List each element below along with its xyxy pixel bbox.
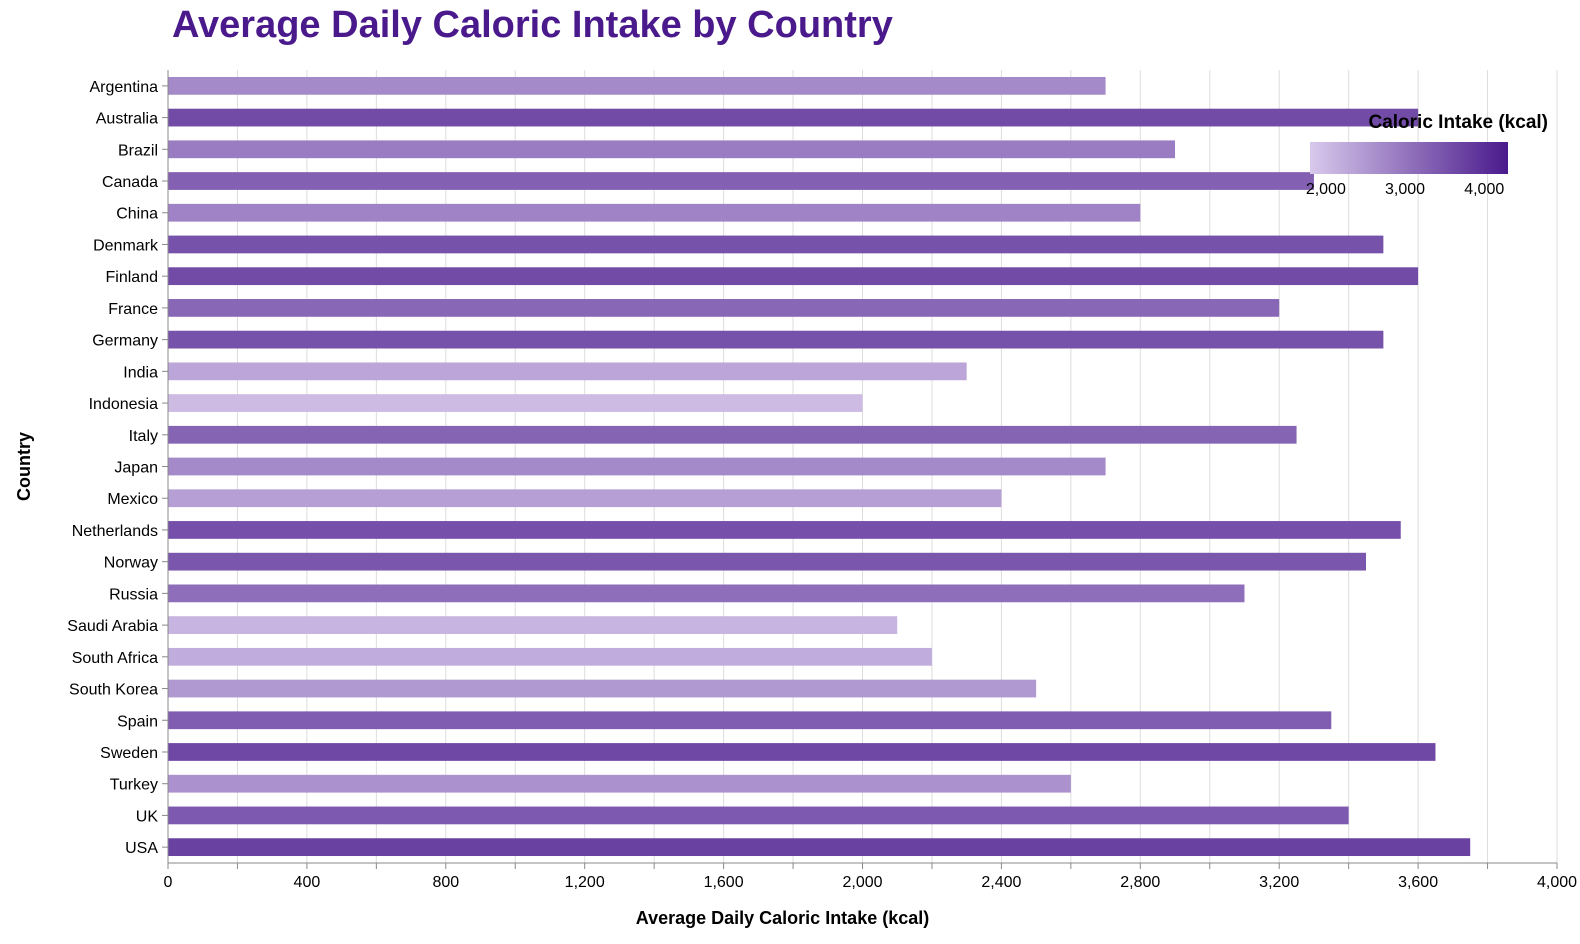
bar [168,616,898,634]
bar [168,838,1471,857]
y-tick-label: Sweden [100,745,158,762]
x-tick-label: 2,800 [1120,874,1160,891]
bar [168,521,1401,539]
bar [168,806,1349,825]
bar [168,552,1367,571]
y-tick-label: Brazil [118,142,158,159]
bar [168,76,1106,95]
y-tick-label: Australia [96,111,158,128]
bar [168,299,1280,317]
x-tick-label: 4,000 [1537,874,1577,891]
bars [168,76,1471,857]
y-tick-label: Finland [106,269,158,286]
y-tick-label: France [108,301,158,318]
bar [168,330,1384,349]
legend-tick-label: 3,000 [1385,181,1425,198]
legend-tick-label: 2,000 [1306,181,1346,198]
y-tick-label: Canada [102,174,158,191]
bar [168,235,1384,254]
x-tick-label: 800 [432,874,459,891]
x-tick-label: 1,600 [704,874,744,891]
y-tick-label: South Africa [72,650,158,667]
x-tick-label: 400 [294,874,321,891]
x-tick-label: 0 [164,874,173,891]
bar [168,489,1002,508]
bar [168,140,1176,159]
y-tick-label: USA [125,840,158,857]
bar [168,457,1106,476]
legend-ticks: 2,000 3,000 4,000 [1306,181,1505,198]
bar [168,172,1314,190]
x-tick-label: 1,200 [565,874,605,891]
y-tick-label: UK [136,808,159,825]
x-axis-title: Average Daily Caloric Intake (kcal) [636,908,929,928]
legend-title: Caloric Intake (kcal) [1368,112,1548,133]
bar [168,584,1245,603]
bar [168,711,1332,730]
y-tick-label: China [116,206,158,223]
chart-title: Average Daily Caloric Intake by Country [172,4,893,46]
bar [168,743,1436,761]
legend-tick-label: 4,000 [1464,181,1504,198]
bar [168,394,863,412]
y-tick-label: Turkey [110,777,158,794]
y-tick-label: Mexico [107,491,158,508]
y-tick-label: Germany [92,333,158,350]
y-tick-label: Indonesia [89,396,158,413]
y-axis-title: Country [14,432,34,501]
y-tick-label: Spain [117,713,158,730]
y-tick-label: Argentina [90,79,159,96]
y-tick-label: India [123,364,158,381]
x-tick-label: 2,000 [842,874,882,891]
bar [168,203,1141,222]
x-tick-label: 2,400 [981,874,1021,891]
x-tick-label: 3,200 [1259,874,1299,891]
bar [168,362,967,381]
y-tick-label: Netherlands [72,523,158,540]
bar [168,774,1071,793]
y-tick-label: South Korea [69,682,158,699]
y-axis: Argentina Australia Brazil Canada China Denma… [67,70,169,863]
y-tick-label: Saudi Arabia [67,618,158,635]
y-tick-label: Norway [104,555,158,572]
legend-gradient-bar [1310,142,1508,174]
bar [168,425,1297,444]
bar [168,679,1037,698]
bar [168,647,932,666]
y-tick-label: Italy [129,428,158,445]
x-axis: 0 400 800 1,200 1,600 2,000 2,400 2,800 3,200 3,6… [164,862,1577,891]
y-tick-label: Russia [109,586,158,603]
y-tick-label: Denmark [93,237,159,254]
bar [168,267,1419,286]
color-legend: Caloric Intake (kcal) 2,000 3,000 4,000 [1306,112,1548,198]
y-tick-label: Japan [114,460,158,477]
x-tick-label: 3,600 [1398,874,1438,891]
bar [168,108,1419,127]
